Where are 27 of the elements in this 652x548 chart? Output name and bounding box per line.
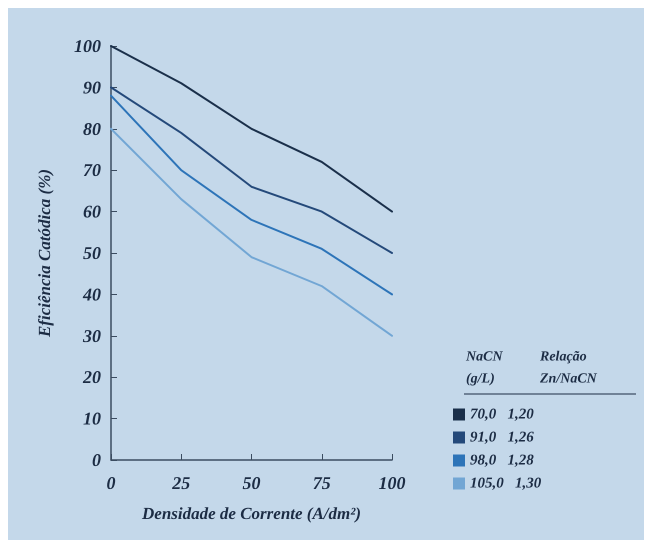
legend-label: 98,0 1,28 (470, 452, 534, 468)
y-tick-label: 10 (83, 408, 101, 429)
y-tick-label: 50 (83, 243, 101, 263)
x-tick-label: 100 (378, 473, 406, 493)
y-tick-label: 70 (83, 160, 101, 180)
legend-label: 105,0 1,30 (470, 476, 542, 492)
line-series (110, 94, 393, 296)
x-tick-label: 0 (106, 473, 116, 493)
y-tick-label: 90 (83, 77, 101, 98)
x-tick-label: 75 (312, 473, 331, 493)
legend-label: 91,0 1,26 (470, 430, 534, 446)
y-axis-title: Eficiência Catódica (%) (35, 168, 54, 338)
text: NaCN (g/L) Relação Zn/NaCN (466, 350, 597, 386)
line-series (110, 128, 393, 337)
y-tick-label: 100 (74, 36, 101, 56)
legend-label: 70,0 1,20 (470, 406, 534, 422)
y-tick-label: 30 (82, 326, 101, 346)
x-tick-label: 50 (242, 473, 260, 493)
x-axis-title: Densidade de Corrente (A/dm²) (141, 504, 361, 523)
y-tick-label: 0 (92, 450, 101, 470)
y-tick-label: 40 (82, 284, 101, 304)
x-tick-label: 25 (171, 473, 190, 493)
y-tick-label: 80 (83, 118, 101, 139)
y-tick-label: 60 (83, 202, 101, 222)
line-series (110, 86, 393, 254)
y-tick-label: 20 (82, 367, 101, 388)
line-series (110, 45, 393, 213)
